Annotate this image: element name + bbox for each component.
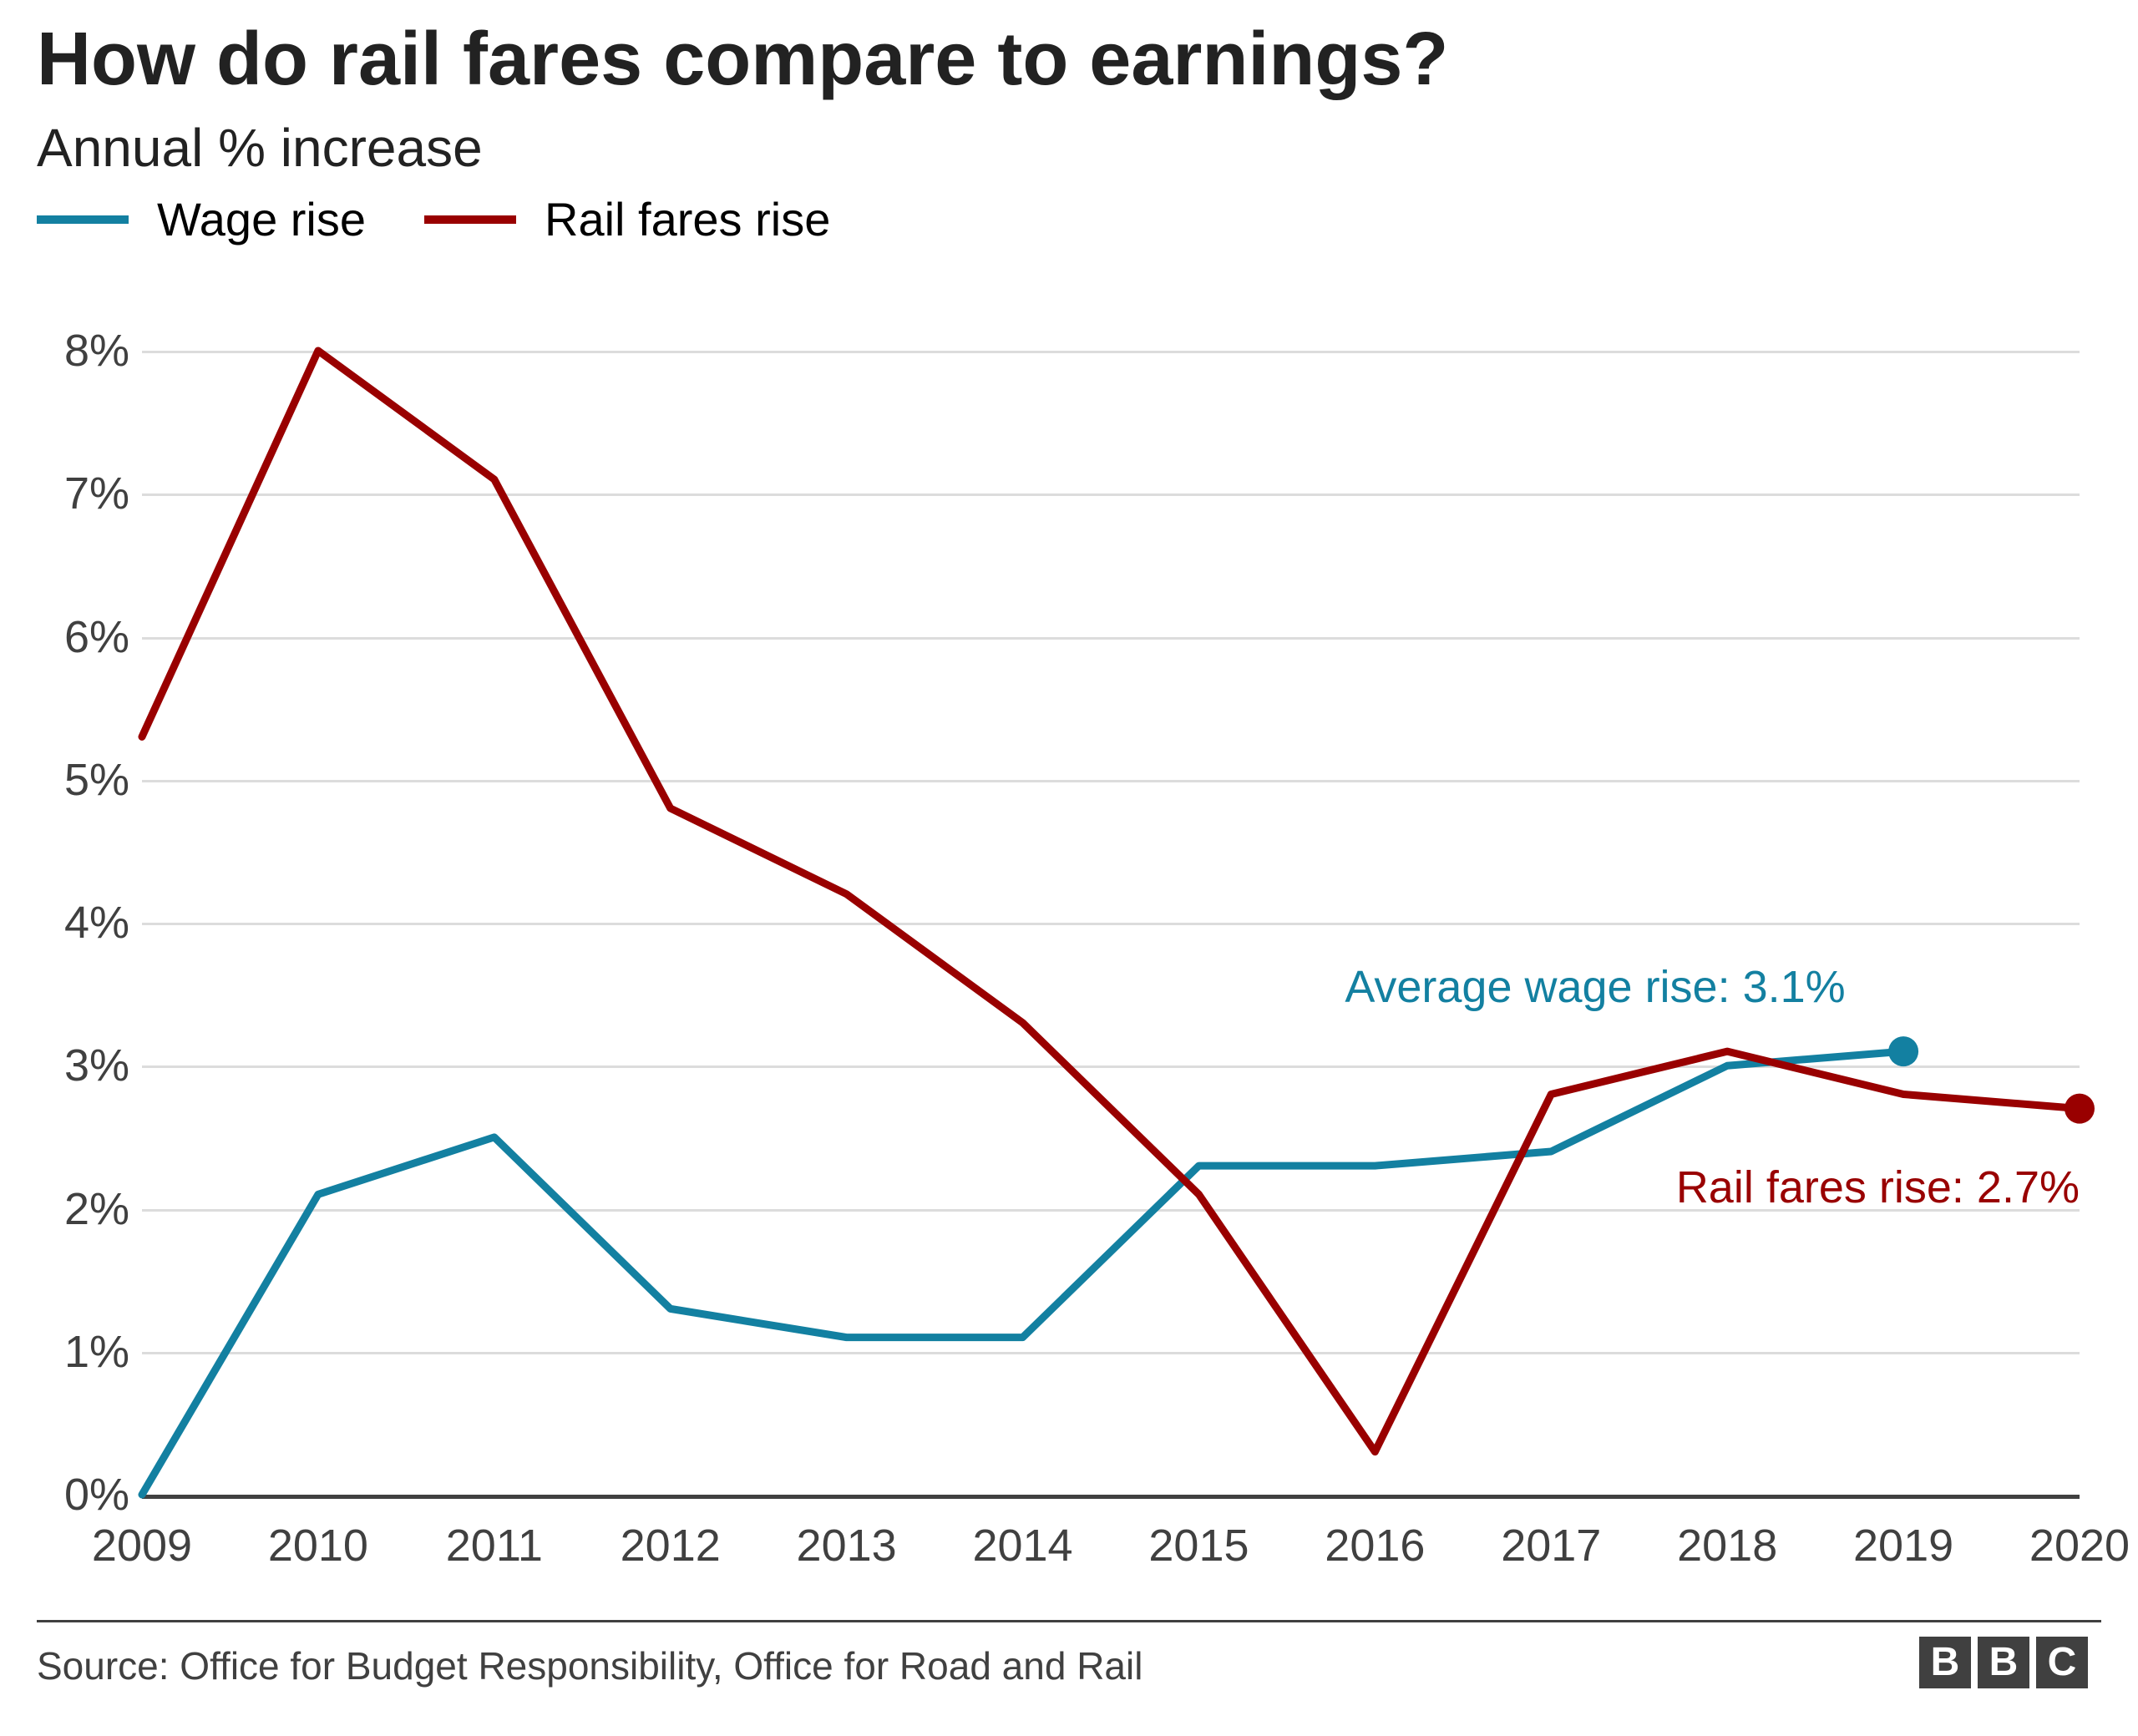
y-tick-label: 5% — [38, 754, 129, 806]
bbc-block: B — [1978, 1637, 2029, 1688]
lines-layer — [142, 351, 2080, 1495]
legend-label-wage: Wage rise — [157, 192, 366, 246]
footer-rule — [37, 1620, 2101, 1622]
x-tick-label: 2016 — [1325, 1520, 1425, 1572]
series-end-marker — [1888, 1036, 1918, 1066]
x-tick-label: 2017 — [1501, 1520, 1601, 1572]
x-tick-label: 2009 — [92, 1520, 192, 1572]
legend-swatch-rail — [424, 215, 516, 224]
annotation: Rail fares rise: 2.7% — [1676, 1162, 2080, 1213]
chart-title: How do rail fares compare to earnings? — [37, 17, 1448, 103]
chart-subtitle: Annual % increase — [37, 117, 483, 179]
source-text: Source: Office for Budget Responsibility… — [37, 1643, 1142, 1688]
plot-area: 0%1%2%3%4%5%6%7%8%2009201020112012201320… — [142, 351, 2080, 1495]
x-tick-label: 2015 — [1148, 1520, 1249, 1572]
y-tick-label: 3% — [38, 1040, 129, 1091]
y-tick-label: 2% — [38, 1183, 129, 1235]
x-tick-label: 2010 — [268, 1520, 368, 1572]
y-tick-label: 4% — [38, 897, 129, 949]
series-line — [142, 1051, 1903, 1495]
x-tick-label: 2013 — [797, 1520, 897, 1572]
legend-swatch-wage — [37, 215, 129, 224]
y-tick-label: 8% — [38, 325, 129, 377]
y-tick-label: 0% — [38, 1469, 129, 1521]
y-tick-label: 7% — [38, 468, 129, 519]
x-tick-label: 2011 — [446, 1520, 543, 1572]
y-tick-label: 1% — [38, 1326, 129, 1378]
annotation: Average wage rise: 3.1% — [1345, 961, 1845, 1013]
chart-container: How do rail fares compare to earnings? A… — [0, 0, 2138, 1736]
legend-item-rail: Rail fares rise — [424, 192, 830, 246]
bbc-logo: BBC — [1919, 1637, 2088, 1688]
legend-label-rail: Rail fares rise — [545, 192, 830, 246]
x-tick-label: 2020 — [2029, 1520, 2130, 1572]
y-tick-label: 6% — [38, 611, 129, 663]
gridline — [142, 1495, 2080, 1499]
bbc-block: B — [1919, 1637, 1971, 1688]
bbc-block: C — [2036, 1637, 2088, 1688]
legend-item-wage: Wage rise — [37, 192, 366, 246]
x-tick-label: 2018 — [1677, 1520, 1777, 1572]
x-tick-label: 2019 — [1853, 1520, 1953, 1572]
x-tick-label: 2014 — [972, 1520, 1072, 1572]
series-end-marker — [2065, 1094, 2095, 1124]
series-line — [142, 351, 2080, 1452]
x-tick-label: 2012 — [621, 1520, 721, 1572]
legend: Wage rise Rail fares rise — [37, 192, 889, 246]
